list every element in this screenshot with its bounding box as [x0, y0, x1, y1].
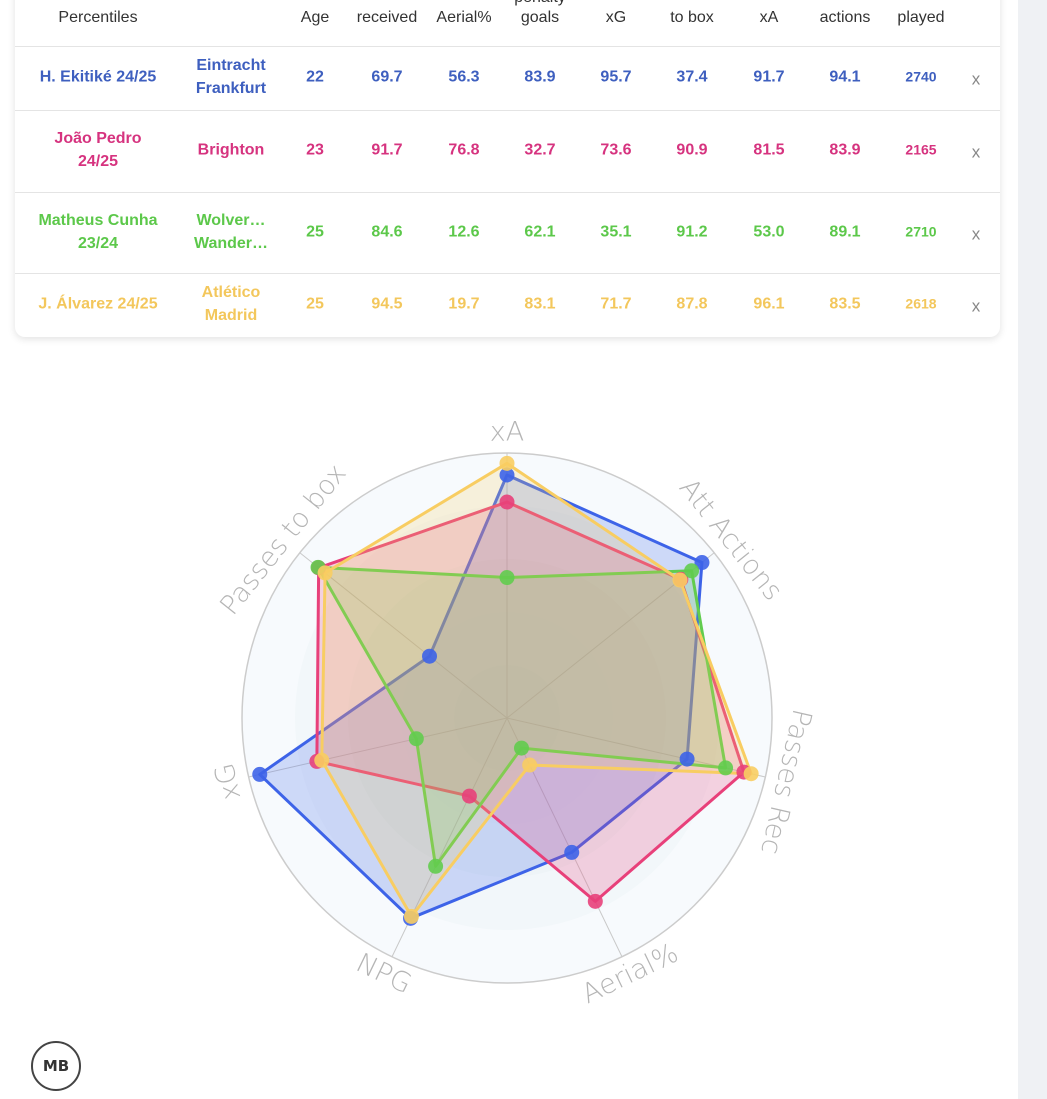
stat-value: 83.5	[829, 295, 861, 313]
series-point	[672, 572, 688, 588]
series-point	[499, 570, 515, 586]
stat-value: 22	[306, 68, 324, 86]
team-name: Wolver… Wander…	[193, 212, 269, 252]
team-name: Eintracht Frankfurt	[195, 57, 267, 97]
series-point	[314, 752, 330, 768]
stat-value: 94.1	[829, 68, 861, 86]
stat-value: 81.5	[753, 141, 785, 159]
series-point	[317, 565, 333, 581]
series-point	[499, 494, 515, 510]
stat-value: 83.1	[524, 295, 556, 313]
remove-button[interactable]: x	[971, 69, 981, 89]
series-point	[684, 563, 700, 579]
series-area	[258, 473, 704, 920]
player-name: J. Álvarez 24/25	[38, 295, 158, 313]
stat-value: 89.1	[829, 223, 861, 241]
stat-value: 35.1	[600, 223, 632, 241]
stat-value: 56.3	[448, 68, 480, 86]
stat-value: 76.8	[448, 141, 480, 159]
stat-value: 71.7	[600, 295, 632, 313]
stat-value: 12.6	[448, 223, 480, 241]
stat-value: 69.7	[371, 68, 403, 86]
stat-value: 96.1	[753, 295, 785, 313]
series-point	[499, 455, 515, 471]
player-name: H. Ekitiké 24/25	[39, 68, 157, 86]
player-name: João Pedro 24/25	[54, 130, 142, 170]
column-header: Aerial%	[436, 9, 492, 26]
series-point	[252, 766, 268, 782]
stat-value: 2165	[905, 141, 937, 158]
series-point	[403, 908, 419, 924]
series-area	[316, 565, 728, 868]
stat-value: 25	[306, 223, 324, 241]
row-divider	[15, 192, 1000, 193]
column-header: penalty goals	[514, 0, 566, 26]
axis-label: xG	[209, 760, 247, 803]
series-point	[522, 757, 538, 773]
series-point	[408, 731, 424, 747]
series-point	[422, 648, 438, 664]
stat-value: 2618	[905, 295, 937, 312]
series-point	[743, 766, 759, 782]
stat-value: 2710	[905, 223, 937, 240]
series-point	[718, 760, 734, 776]
team-name: Atlético Madrid	[201, 284, 261, 324]
stat-value: 62.1	[524, 223, 556, 241]
team-name: Brighton	[197, 141, 265, 159]
stat-value: 87.8	[676, 295, 708, 313]
series-area	[320, 461, 753, 918]
stat-value: 95.7	[600, 68, 632, 86]
series-point	[694, 555, 710, 571]
stat-value: 2740	[905, 68, 937, 85]
stat-value: 23	[306, 141, 324, 159]
stat-value: 90.9	[676, 141, 708, 159]
stat-value: 73.6	[600, 141, 632, 159]
column-header: Percentiles	[58, 9, 138, 26]
stat-value: 84.6	[371, 223, 403, 241]
series-point	[679, 751, 695, 767]
stat-value: 25	[306, 295, 324, 313]
column-header: actions	[819, 9, 871, 26]
logo: MB	[31, 1041, 81, 1091]
series-point	[564, 844, 580, 860]
stat-value: 91.7	[753, 68, 785, 86]
stat-value: 37.4	[676, 68, 708, 86]
stat-value: 32.7	[524, 141, 556, 159]
row-divider	[15, 46, 1000, 47]
stat-value: 83.9	[524, 68, 556, 86]
comparison-table: Percentiles Age received Aerial% penalty goa…	[15, 0, 1000, 337]
remove-button[interactable]: x	[971, 142, 981, 162]
row-divider	[15, 110, 1000, 111]
stat-value: 19.7	[448, 295, 480, 313]
column-header: played	[897, 9, 945, 26]
radar-spoke	[506, 717, 623, 957]
series-point	[513, 740, 529, 756]
player-name: Matheus Cunha 23/24	[38, 212, 158, 252]
remove-button[interactable]: x	[971, 224, 981, 244]
radar-spoke	[299, 552, 508, 719]
row-divider	[15, 273, 1000, 274]
remove-button[interactable]: x	[971, 296, 981, 316]
series-point	[587, 893, 603, 909]
stat-value: 53.0	[753, 223, 785, 241]
series-point	[428, 858, 444, 874]
axis-label: xA	[490, 417, 524, 448]
column-header: xA	[759, 9, 779, 26]
stat-value: 91.7	[371, 141, 403, 159]
stat-value: 83.9	[829, 141, 861, 159]
column-header: received	[356, 9, 418, 26]
radar-spoke	[248, 717, 508, 778]
column-header: Age	[300, 9, 330, 26]
column-header: to box	[670, 9, 714, 26]
stat-value: 94.5	[371, 295, 403, 313]
stat-value: 91.2	[676, 223, 708, 241]
series-point	[499, 467, 515, 483]
series-point	[461, 788, 477, 804]
column-header: xG	[605, 9, 627, 26]
scrollbar-track	[1018, 0, 1047, 1099]
